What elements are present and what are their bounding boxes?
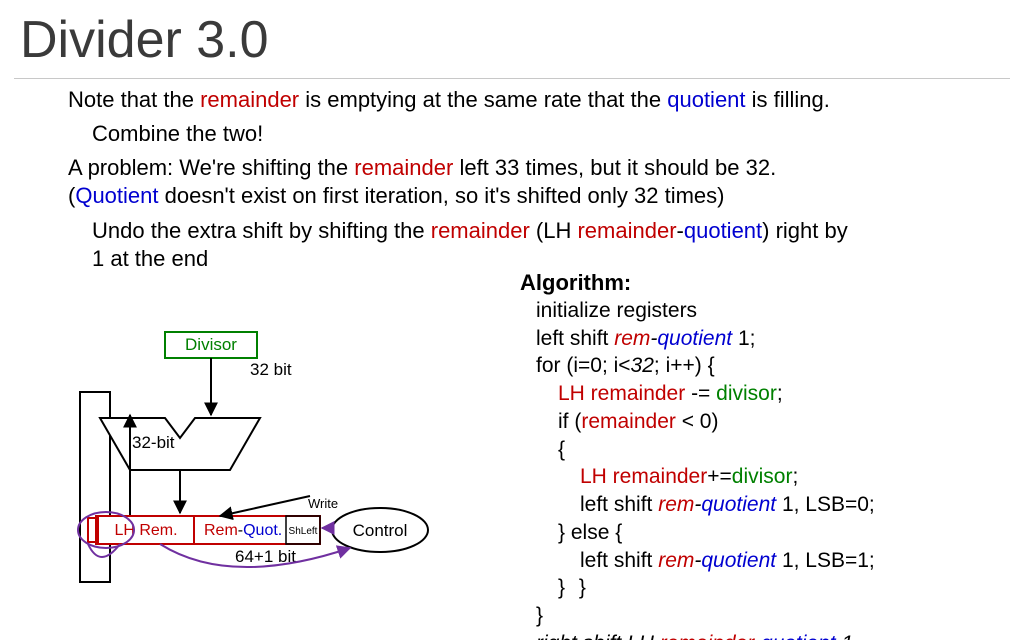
t: < 0)	[676, 410, 719, 433]
control-label: Control	[353, 521, 408, 540]
divisor-word: divisor	[716, 382, 777, 405]
t: Note that the	[68, 87, 200, 112]
t: A problem: We're shifting the	[68, 155, 354, 180]
algo-close-3: }	[536, 602, 1020, 630]
rem-word: rem	[614, 327, 650, 350]
t: left shift	[580, 549, 658, 572]
rem-word: rem	[658, 493, 694, 516]
remainder-word: remainder	[200, 87, 299, 112]
t: right shift LH	[536, 632, 660, 640]
t: doesn't exist on first iteration, so it'…	[159, 183, 725, 208]
quotient-word: quotient	[684, 218, 762, 243]
remainder-word: remainder	[354, 155, 453, 180]
t: for (i=0; i<	[536, 354, 631, 377]
remainder-word: remainder	[577, 218, 676, 243]
algo-add-back: LH remainder+=divisor;	[580, 463, 1020, 491]
alu-shape	[100, 418, 260, 470]
t: ) right by	[762, 218, 848, 243]
t: 1, LSB=0;	[776, 493, 875, 516]
quotient-word: quotient	[701, 549, 776, 572]
rem-label: Rem-Quot.	[204, 522, 282, 539]
t: -	[754, 632, 761, 640]
title-rule	[14, 78, 1010, 79]
algo-for: for (i=0; i<32; i++) {	[536, 352, 1020, 380]
algorithm-block: Algorithm: initialize registers left shi…	[520, 268, 1020, 640]
quotient-word: quotient	[761, 632, 836, 640]
t: left 33 times, but it should be 32.	[453, 155, 776, 180]
t: if (	[558, 410, 581, 433]
t: is emptying at the same rate that the	[299, 87, 667, 112]
quotient-word: quotient	[701, 493, 776, 516]
algo-left-shift-1: left shift rem-quotient 1;	[536, 325, 1020, 353]
algo-else: } else {	[558, 519, 1020, 547]
divisor-word: divisor	[732, 465, 793, 488]
quotient-word: quotient	[667, 87, 745, 112]
quotient-note-line: (Quotient doesn't exist on first iterati…	[68, 182, 1008, 210]
t: (LH	[530, 218, 578, 243]
write-label: Write	[308, 496, 338, 511]
algo-sub: LH remainder -= divisor;	[558, 380, 1020, 408]
lh-remainder: LH remainder	[558, 382, 685, 405]
body-text: Note that the remainder is emptying at t…	[68, 86, 1008, 273]
quotient-word: Quotient	[75, 183, 158, 208]
lh-remainder: LH remainder	[580, 465, 707, 488]
divisor-bits: 32 bit	[250, 360, 292, 379]
combine-line: Combine the two!	[92, 120, 1008, 148]
algorithm-header: Algorithm:	[520, 268, 1020, 297]
rem-word: rem	[658, 549, 694, 572]
t: ;	[792, 465, 798, 488]
slide-title: Divider 3.0	[20, 10, 269, 70]
for-n: 32	[631, 354, 654, 377]
algo-shift-lsb1: left shift rem-quotient 1, LSB=1;	[580, 547, 1020, 575]
t: left shift	[580, 493, 658, 516]
algo-shift-lsb0: left shift rem-quotient 1, LSB=0;	[580, 491, 1020, 519]
t: 1	[836, 632, 854, 640]
algo-brace-open: {	[558, 436, 1020, 464]
undo-line-1: Undo the extra shift by shifting the rem…	[92, 217, 1008, 245]
note-line: Note that the remainder is emptying at t…	[68, 86, 1008, 114]
algo-init: initialize registers	[536, 297, 1020, 325]
write-arrow	[220, 496, 310, 516]
t: +=	[707, 465, 732, 488]
t: 1, LSB=1;	[776, 549, 875, 572]
t: -=	[685, 382, 716, 405]
divisor-label: Divisor	[185, 335, 237, 354]
remainder-word: remainder	[660, 632, 754, 640]
quotient-word: quotient	[657, 327, 732, 350]
t: left shift	[536, 327, 614, 350]
hardware-diagram: Divisor 32 bit 32-bit LH Rem. Rem-Quot. …	[60, 320, 500, 620]
algo-if: if (remainder < 0)	[558, 408, 1020, 436]
t: ;	[777, 382, 783, 405]
shleft-label: ShLeft	[289, 526, 318, 537]
problem-line: A problem: We're shifting the remainder …	[68, 154, 1008, 182]
t: is filling.	[746, 87, 830, 112]
algo-close-1: } }	[558, 574, 1020, 602]
alu-label: 32-bit	[132, 433, 175, 452]
remainder-word: remainder	[431, 218, 530, 243]
t: }	[579, 576, 586, 599]
t: -	[677, 218, 684, 243]
t: ; i++) {	[654, 354, 715, 377]
algo-final-shift: right shift LH remainder-quotient 1	[536, 630, 1020, 640]
remainder-word: remainder	[581, 410, 676, 433]
t: }	[558, 576, 565, 599]
t: Undo the extra shift by shifting the	[92, 218, 431, 243]
lh-rem-label: LH Rem.	[114, 522, 177, 539]
t: 1;	[732, 327, 755, 350]
